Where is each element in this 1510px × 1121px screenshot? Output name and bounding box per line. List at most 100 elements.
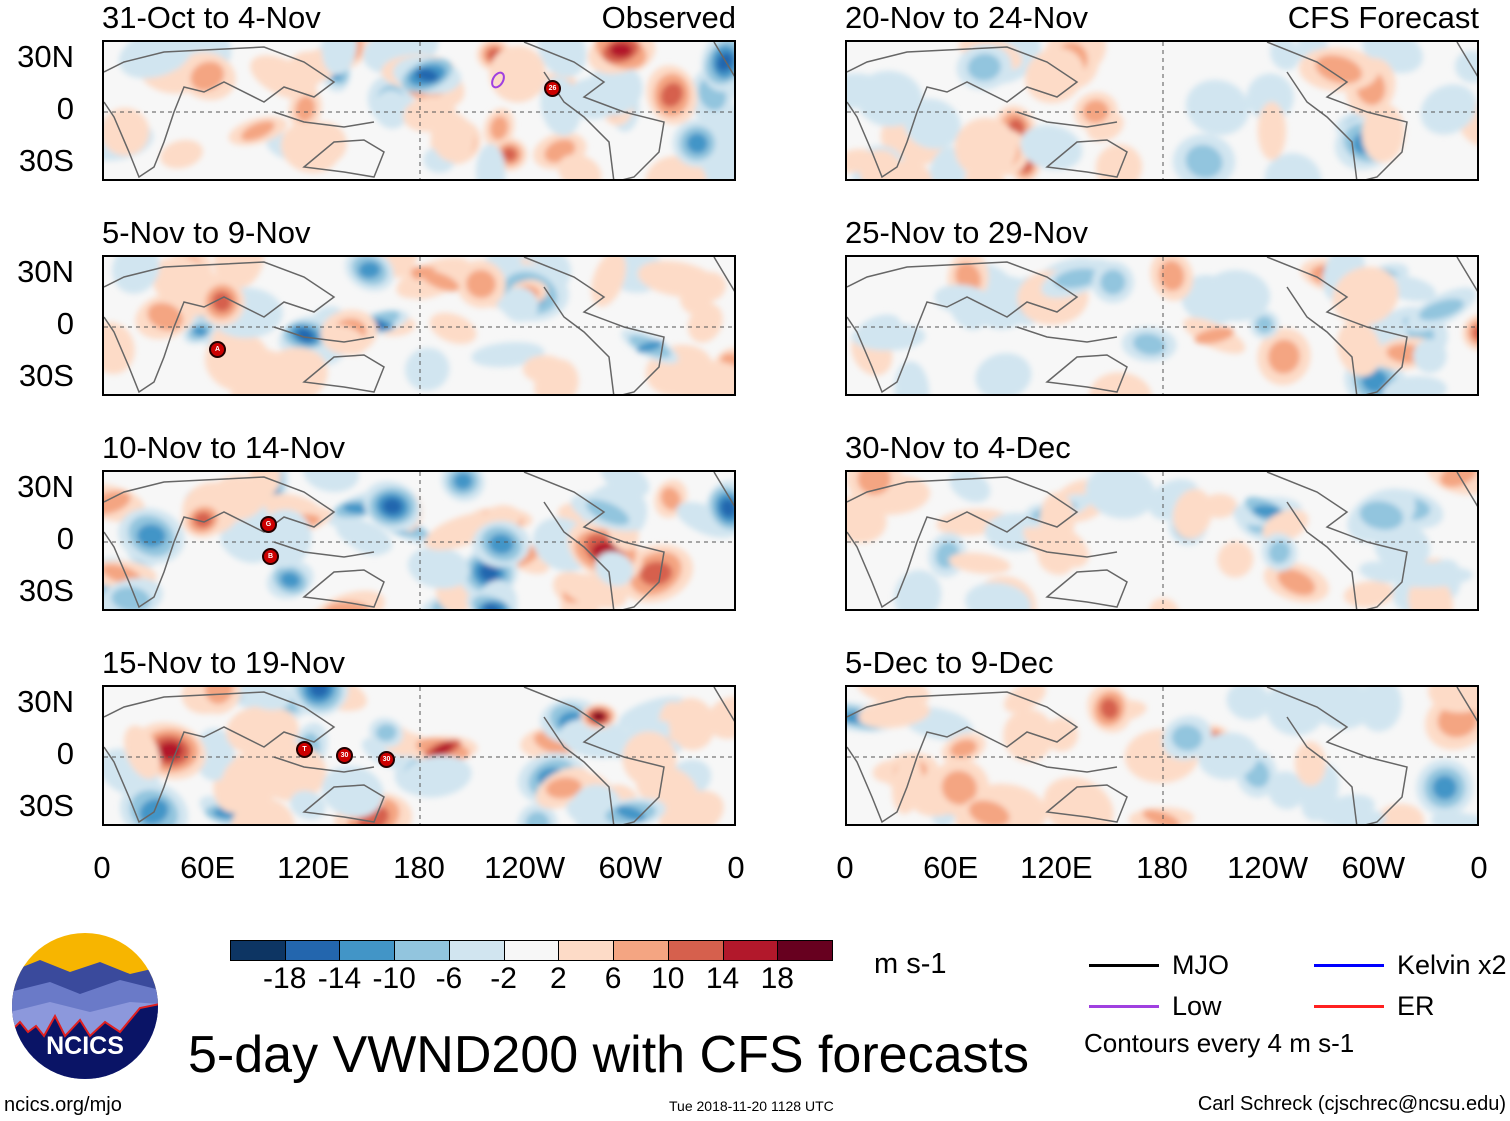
positive-wind-anomaly xyxy=(1082,99,1109,124)
positive-wind-anomaly xyxy=(424,512,498,551)
footer-author: Carl Schreck (cjschrec@ncsu.edu) xyxy=(1197,1093,1506,1115)
legend-line-low xyxy=(1089,1005,1159,1008)
colorbar-swatch xyxy=(448,940,505,961)
positive-wind-anomaly xyxy=(593,713,604,720)
ncics-logo: NCICS xyxy=(10,932,160,1080)
negative-wind-anomaly xyxy=(1413,339,1447,373)
coastlines xyxy=(847,687,1477,824)
positive-wind-anomaly xyxy=(1159,260,1185,291)
positive-wind-anomaly xyxy=(557,154,602,179)
positive-wind-anomaly xyxy=(968,800,1010,824)
negative-wind-anomaly xyxy=(358,261,381,279)
negative-wind-anomaly xyxy=(600,472,650,497)
positive-wind-anomaly xyxy=(250,55,317,100)
negative-wind-anomaly xyxy=(720,499,734,518)
figure-title: 5-day VWND200 with CFS forecasts xyxy=(188,1026,1029,1084)
legend-label: Low xyxy=(1172,991,1222,1021)
colorbar-swatch xyxy=(777,940,833,961)
positive-wind-anomaly xyxy=(104,321,135,375)
negative-wind-anomaly xyxy=(1432,775,1457,800)
negative-wind-anomaly xyxy=(1335,810,1386,824)
map-panel xyxy=(845,255,1479,396)
positive-wind-anomaly xyxy=(230,373,279,394)
negative-wind-anomaly xyxy=(1198,732,1259,780)
legend-label: MJO xyxy=(1172,950,1229,980)
negative-wind-anomaly xyxy=(344,521,389,556)
negative-wind-anomaly xyxy=(415,68,439,82)
y-tick-label: 0 xyxy=(56,736,74,771)
positive-wind-anomaly xyxy=(1277,569,1316,596)
colorbar-label: -2 xyxy=(490,962,517,995)
negative-wind-anomaly xyxy=(280,571,301,588)
positive-wind-anomaly xyxy=(1294,741,1326,786)
x-tick-label: 0 xyxy=(93,850,111,885)
negative-wind-anomaly xyxy=(928,146,966,179)
negative-wind-anomaly xyxy=(1185,144,1223,179)
positive-wind-anomaly xyxy=(609,42,633,58)
negative-wind-anomaly xyxy=(1246,73,1294,122)
negative-wind-anomaly xyxy=(1359,561,1406,583)
colorbar-label: -6 xyxy=(435,962,463,995)
negative-wind-anomaly xyxy=(321,42,357,75)
positive-wind-anomaly xyxy=(545,777,582,799)
negative-wind-anomaly xyxy=(1419,298,1464,321)
panel-title: 5-Nov to 9-Nov xyxy=(102,215,311,250)
negative-wind-anomaly xyxy=(893,569,942,609)
map-panel xyxy=(845,40,1479,181)
positive-wind-anomaly xyxy=(432,742,454,756)
negative-wind-anomaly xyxy=(559,718,632,759)
coastlines xyxy=(847,257,1477,394)
low-contour xyxy=(491,71,505,89)
positive-wind-anomaly xyxy=(1217,541,1254,578)
y-tick-label: 30S xyxy=(18,788,74,823)
panel-title: 10-Nov to 14-Nov xyxy=(102,430,345,465)
colorbar-swatch xyxy=(722,940,779,961)
negative-wind-anomaly xyxy=(112,257,160,294)
colorbar-label: 10 xyxy=(651,962,685,995)
positive-wind-anomaly xyxy=(1437,703,1477,738)
negative-wind-anomaly xyxy=(856,70,923,127)
x-tick-label: 120W xyxy=(484,850,566,885)
colorbar-swatch xyxy=(613,940,669,961)
coastlines xyxy=(104,257,734,394)
positive-wind-anomaly xyxy=(1408,575,1453,609)
panel-title: 15-Nov to 19-Nov xyxy=(102,645,345,680)
positive-wind-anomaly xyxy=(1332,266,1399,326)
positive-wind-anomaly xyxy=(954,117,1018,178)
positive-wind-anomaly xyxy=(857,472,891,495)
x-tick-label: 60W xyxy=(1341,850,1406,885)
positive-wind-anomaly xyxy=(668,698,715,751)
colorbar-label: -18 xyxy=(263,962,307,995)
coastlines xyxy=(104,687,734,824)
negative-wind-anomaly xyxy=(1226,687,1271,721)
negative-wind-anomaly xyxy=(405,347,450,391)
positive-wind-anomaly xyxy=(221,748,290,806)
negative-wind-anomaly xyxy=(382,498,403,515)
coastlines xyxy=(104,472,734,609)
positive-wind-anomaly xyxy=(490,115,509,141)
tropical-cyclone-icon: 30 xyxy=(378,751,395,768)
negative-wind-anomaly xyxy=(894,361,930,394)
positive-wind-anomaly xyxy=(948,552,1011,574)
colorbar-label: -10 xyxy=(372,962,416,995)
negative-wind-anomaly xyxy=(586,499,630,526)
positive-wind-anomaly xyxy=(847,149,875,173)
colorbar-swatch xyxy=(339,940,396,961)
negative-wind-anomaly xyxy=(1393,566,1473,588)
legend-line-er xyxy=(1314,1005,1384,1008)
negative-wind-anomaly xyxy=(855,314,901,344)
positive-wind-anomaly xyxy=(205,687,233,705)
positive-wind-anomaly xyxy=(324,325,367,355)
negative-wind-anomaly xyxy=(1132,333,1166,356)
negative-wind-anomaly xyxy=(1268,540,1291,564)
y-tick-label: 30S xyxy=(18,143,74,178)
positive-wind-anomaly xyxy=(1043,777,1114,824)
map-panel xyxy=(845,685,1479,826)
footer-url[interactable]: ncics.org/mjo xyxy=(4,1094,122,1116)
y-tick-label: 30S xyxy=(18,358,74,393)
negative-wind-anomaly xyxy=(309,687,329,698)
colorbar-label: 14 xyxy=(705,962,740,995)
y-tick-label: 0 xyxy=(56,91,74,126)
positive-wind-anomaly xyxy=(1467,319,1477,346)
positive-wind-anomaly xyxy=(1095,144,1143,179)
